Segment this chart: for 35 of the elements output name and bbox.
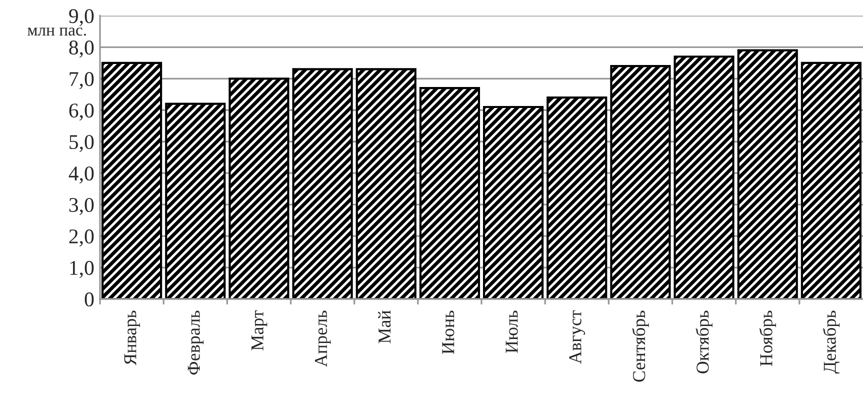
y-tick-label: 3,0 xyxy=(69,198,94,215)
x-tick-label: Август xyxy=(569,310,586,364)
y-tick-label: 8,0 xyxy=(69,40,94,58)
y-tick-label: 0 xyxy=(84,292,94,306)
x-tick-label: Ноябрь xyxy=(759,310,776,366)
bar xyxy=(737,49,798,299)
y-tick-label: 7,0 xyxy=(70,72,94,90)
y-tick-label: 4,0 xyxy=(68,166,94,184)
x-tick-label: Июль xyxy=(506,310,518,353)
x-tick-label: Январь xyxy=(124,310,140,366)
x-tick-label: Июнь xyxy=(442,310,454,354)
x-tick-label: Май xyxy=(378,310,391,344)
y-tick-label: 2,0 xyxy=(69,229,94,246)
y-tick-label: 5,0 xyxy=(70,134,94,152)
bar xyxy=(165,102,226,299)
y-tick-label: 9,0 xyxy=(69,9,94,26)
bar xyxy=(546,96,608,299)
y-tick-label: 6,0 xyxy=(69,104,94,121)
x-tick-label: Декабрь xyxy=(822,310,840,374)
bar xyxy=(800,62,862,299)
x-tick-label: Март xyxy=(251,310,268,350)
bar xyxy=(674,56,734,299)
bar xyxy=(610,65,671,299)
bar xyxy=(102,62,162,299)
x-tick-label: Сентябрь xyxy=(632,310,649,382)
bar xyxy=(292,68,353,299)
bar xyxy=(356,68,416,299)
x-tick-label: Февраль xyxy=(188,310,204,375)
y-tick-label: 1,0 xyxy=(70,260,94,278)
x-tick-label: Октябрь xyxy=(696,310,712,374)
y-axis-title: млн пас. xyxy=(28,28,86,36)
bar xyxy=(228,78,290,299)
x-tick-label: Апрель xyxy=(314,310,331,367)
bar xyxy=(419,87,480,299)
bar xyxy=(483,106,544,299)
